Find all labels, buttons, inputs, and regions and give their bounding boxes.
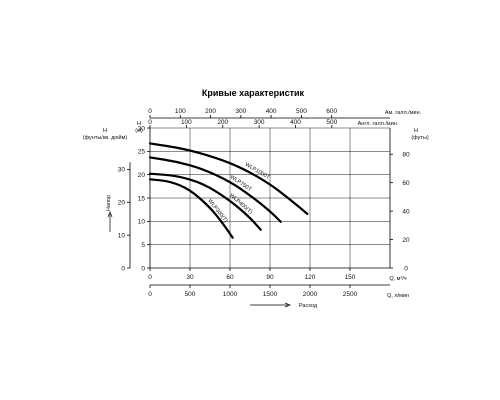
h-ft-tick-label: 80 <box>402 152 410 159</box>
h-ft-axis-label: (футы) <box>411 135 429 141</box>
chart-title: Кривые характеристик <box>202 88 305 98</box>
series-line-wlp750t <box>148 156 282 223</box>
h-m-tick-label: 0 <box>141 265 145 272</box>
uk-gpm-tick-label: 0 <box>148 119 152 126</box>
x-axis-title: Расход <box>299 303 318 309</box>
h-ft-tick-label: 0 <box>404 265 408 272</box>
uk-gpm-axis-label: Англ. галл./мин. <box>358 121 399 127</box>
h-m-tick-label: 30 <box>138 125 146 132</box>
q-m3h-tick-label: 120 <box>305 274 316 281</box>
h-ft-tick-label: 20 <box>402 237 410 244</box>
q-lmin-axis-label: Q, л/мин <box>387 293 409 299</box>
q-m3h-tick-label: 30 <box>186 274 194 281</box>
h-ft-tick-label: 40 <box>402 208 410 215</box>
q-lmin-tick-label: 500 <box>185 291 196 298</box>
us-gpm-tick-label: 200 <box>205 108 216 115</box>
h-m-tick-label: 15 <box>138 195 146 202</box>
q-lmin-tick-label: 2500 <box>343 291 358 298</box>
series-line-wlp400t <box>148 172 262 231</box>
h-ft-axis-label: H <box>414 128 418 134</box>
q-m3h-tick-label: 60 <box>226 274 234 281</box>
series-line-wlp300t <box>148 178 234 239</box>
us-gpm-tick-label: 500 <box>296 108 307 115</box>
q-m3h-tick-label: 150 <box>345 274 356 281</box>
q-m3h-tick-label: 0 <box>148 274 152 281</box>
uk-gpm-tick-label: 500 <box>326 119 337 126</box>
curves <box>148 142 309 239</box>
us-gpm-axis-label: Ам. галл./мин. <box>385 110 422 116</box>
y-arrow-icon <box>107 211 113 232</box>
h-m-axis-label: H <box>137 121 141 127</box>
h-psi-axis-label: (фунты/кв. дюйм) <box>83 134 128 141</box>
h-m-tick-label: 5 <box>141 242 145 249</box>
uk-gpm-tick-label: 300 <box>254 119 265 126</box>
h-m-axis-label: (м) <box>135 128 143 134</box>
us-gpm-tick-label: 400 <box>266 108 277 115</box>
q-lmin-tick-label: 1000 <box>223 291 238 298</box>
h-psi-tick-label: 0 <box>121 265 125 272</box>
q-m3h-axis-label: Q, м³/ч <box>389 276 406 282</box>
h-psi-tick-label: 20 <box>118 200 126 207</box>
y-axis-title: Напор <box>106 195 112 211</box>
h-m-tick-label: 25 <box>138 149 146 156</box>
us-gpm-tick-label: 600 <box>326 108 337 115</box>
q-lmin-tick-label: 0 <box>148 291 152 298</box>
h-psi-axis-label: H <box>103 128 107 134</box>
h-ft-tick-label: 60 <box>402 180 410 187</box>
h-m-tick-label: 10 <box>138 219 146 226</box>
h-psi-tick-label: 30 <box>118 167 126 174</box>
q-lmin-tick-label: 1500 <box>263 291 278 298</box>
uk-gpm-tick-label: 200 <box>217 119 228 126</box>
us-gpm-tick-label: 100 <box>175 108 186 115</box>
uk-gpm-tick-label: 100 <box>181 119 192 126</box>
q-m3h-tick-label: 90 <box>266 274 274 281</box>
series-label: WLP300(T) <box>206 198 228 224</box>
q-lmin-tick-label: 2000 <box>303 291 318 298</box>
axes <box>127 115 393 288</box>
h-m-tick-label: 20 <box>138 172 146 179</box>
h-psi-tick-label: 10 <box>118 232 126 239</box>
x-arrow-icon <box>250 302 291 308</box>
us-gpm-tick-label: 300 <box>235 108 246 115</box>
uk-gpm-tick-label: 400 <box>290 119 301 126</box>
series-line-wlp1000t <box>148 142 309 215</box>
us-gpm-tick-label: 0 <box>148 108 152 115</box>
